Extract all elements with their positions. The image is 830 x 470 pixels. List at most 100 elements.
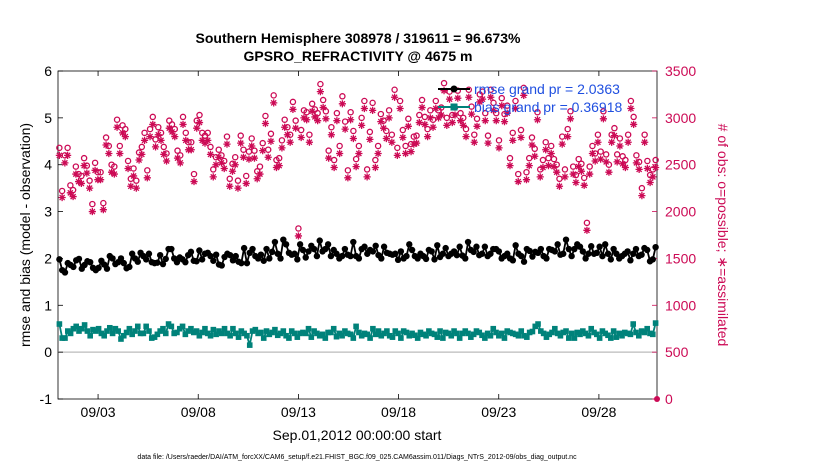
point-assimilated bbox=[314, 117, 322, 125]
point-rmse bbox=[588, 243, 595, 250]
point-possible bbox=[352, 155, 360, 163]
point-bias bbox=[132, 328, 138, 334]
point-possible bbox=[124, 157, 132, 165]
point-bias bbox=[641, 329, 648, 336]
point-rmse bbox=[408, 246, 416, 254]
point-assimilated bbox=[237, 139, 245, 147]
point-assimilated bbox=[113, 123, 121, 131]
point-rmse bbox=[638, 251, 645, 258]
point-assimilated bbox=[429, 123, 437, 131]
y-right-tick-label: 3000 bbox=[665, 110, 696, 126]
point-bias bbox=[644, 325, 651, 332]
point-possible bbox=[358, 114, 365, 122]
point-rmse bbox=[568, 252, 575, 260]
point-bias bbox=[652, 320, 659, 326]
point-assimilated bbox=[588, 149, 597, 158]
point-assimilated bbox=[204, 136, 212, 144]
point-rmse bbox=[333, 250, 340, 257]
point-possible bbox=[190, 170, 198, 178]
point-rmse bbox=[520, 258, 528, 265]
point-bias bbox=[594, 331, 600, 338]
point-possible bbox=[421, 113, 429, 121]
y-left-tick-label: -1 bbox=[40, 391, 53, 407]
point-rmse bbox=[103, 265, 111, 272]
point-assimilated bbox=[245, 155, 253, 163]
point-assimilated bbox=[165, 124, 173, 132]
point-possible bbox=[264, 146, 272, 153]
point-bias bbox=[515, 332, 522, 339]
point-possible bbox=[303, 108, 310, 116]
point-bias bbox=[465, 330, 471, 337]
point-assimilated bbox=[553, 168, 561, 176]
point-possible bbox=[278, 137, 286, 144]
point-assimilated bbox=[597, 155, 605, 163]
point-possible bbox=[242, 172, 250, 180]
point-bias bbox=[188, 325, 194, 332]
point-rmse bbox=[159, 260, 167, 268]
point-bias bbox=[154, 331, 161, 338]
point-bias bbox=[319, 331, 326, 338]
point-rmse bbox=[560, 250, 567, 257]
point-bias bbox=[585, 332, 592, 339]
point-assimilated bbox=[608, 138, 616, 146]
point-bias bbox=[202, 325, 208, 332]
point-assimilated bbox=[146, 133, 154, 141]
point-possible bbox=[86, 177, 93, 184]
point-rmse bbox=[299, 246, 307, 254]
point-rmse bbox=[378, 255, 385, 262]
point-assimilated bbox=[88, 207, 96, 216]
point-possible bbox=[471, 131, 478, 138]
point-bias bbox=[333, 333, 340, 340]
point-bias bbox=[260, 335, 267, 341]
point-possible bbox=[611, 124, 618, 132]
point-rmse bbox=[428, 248, 435, 255]
point-assimilated bbox=[283, 131, 292, 139]
point-assimilated bbox=[305, 138, 314, 146]
point-bias bbox=[633, 329, 639, 336]
point-rmse bbox=[260, 257, 267, 264]
point-possible bbox=[58, 187, 66, 195]
point-bias bbox=[258, 329, 264, 336]
point-rmse bbox=[316, 237, 323, 244]
point-bias bbox=[414, 335, 421, 341]
point-bias bbox=[498, 330, 505, 337]
point-assimilated bbox=[250, 154, 259, 162]
point-assimilated bbox=[327, 131, 335, 139]
point-assimilated bbox=[80, 162, 88, 170]
point-possible bbox=[144, 167, 151, 174]
point-rmse bbox=[562, 236, 570, 243]
point-rmse bbox=[168, 245, 175, 253]
point-possible bbox=[141, 129, 148, 137]
legend-rmse-label: rmse grand pr = 2.0363 bbox=[474, 81, 620, 97]
point-rmse bbox=[341, 245, 349, 253]
point-assimilated bbox=[198, 136, 206, 144]
chart-title-line1: Southern Hemisphere 308978 / 319611 = 96… bbox=[196, 30, 521, 46]
point-rmse bbox=[495, 248, 503, 255]
point-possible bbox=[528, 134, 536, 141]
point-assimilated bbox=[517, 133, 525, 142]
legend-rmse-marker bbox=[450, 85, 458, 93]
point-assimilated bbox=[143, 174, 151, 182]
point-rmse bbox=[142, 256, 150, 263]
point-possible bbox=[207, 143, 214, 151]
point-bias bbox=[375, 328, 382, 334]
point-assimilated bbox=[649, 173, 657, 181]
point-rmse bbox=[75, 255, 83, 263]
point-assimilated bbox=[459, 121, 467, 129]
point-rmse bbox=[565, 245, 573, 253]
point-assimilated bbox=[292, 124, 300, 132]
point-possible bbox=[394, 144, 401, 152]
point-rmse bbox=[652, 243, 659, 251]
point-assimilated bbox=[569, 170, 577, 178]
point-rmse bbox=[512, 242, 519, 249]
point-assimilated bbox=[116, 149, 124, 158]
point-assimilated bbox=[583, 226, 591, 234]
point-assimilated bbox=[443, 121, 451, 129]
point-bias bbox=[540, 330, 547, 337]
point-assimilated bbox=[421, 120, 429, 129]
point-assimilated bbox=[347, 116, 355, 124]
point-bias bbox=[235, 334, 242, 340]
point-assimilated bbox=[55, 151, 63, 159]
point-possible bbox=[78, 172, 85, 180]
point-possible bbox=[652, 156, 659, 164]
